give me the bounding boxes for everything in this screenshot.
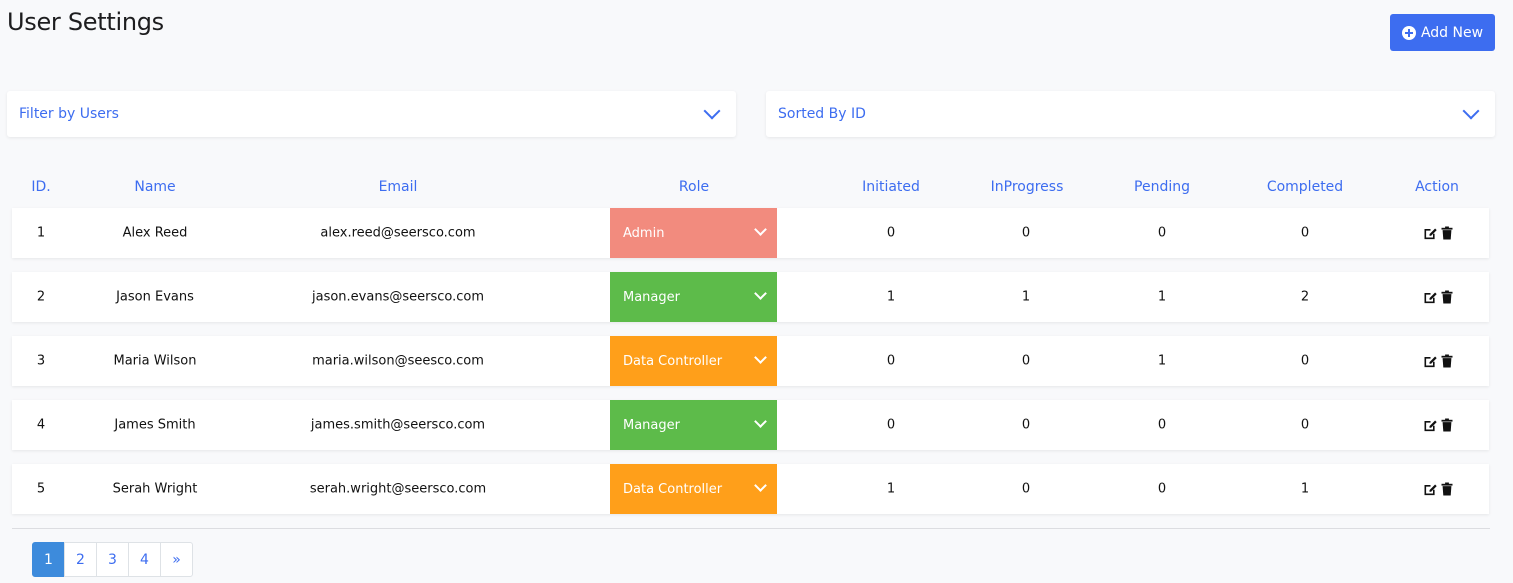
page-2-button[interactable]: 2 [64, 542, 97, 577]
chevron-down-icon [754, 287, 767, 300]
row-pending: 1 [1157, 353, 1167, 369]
chevron-down-icon [754, 351, 767, 364]
row-email: jason.evans@seersco.com [311, 289, 485, 305]
row-id: 1 [36, 225, 46, 241]
add-new-label: Add New [1420, 24, 1484, 41]
row-inprogress: 0 [1021, 225, 1031, 241]
role-select[interactable]: Manager [610, 272, 777, 322]
row-actions [1424, 418, 1453, 432]
table-row: 1 Alex Reed alex.reed@seersco.com Admin 0 0 0 0 [12, 208, 1489, 258]
row-name: Maria Wilson [113, 353, 197, 369]
pagination: 1 2 3 4 » [32, 542, 193, 577]
row-name: Serah Wright [112, 481, 198, 497]
row-pending: 0 [1157, 225, 1167, 241]
row-name: James Smith [114, 417, 196, 433]
page-3-button[interactable]: 3 [96, 542, 129, 577]
role-label: Manager [623, 417, 680, 433]
row-completed: 2 [1300, 289, 1310, 305]
column-header-pending: Pending [1134, 179, 1190, 195]
column-header-inprogress: InProgress [990, 179, 1064, 195]
row-completed: 0 [1300, 225, 1310, 241]
role-select[interactable]: Data Controller [610, 464, 777, 514]
column-header-completed: Completed [1266, 179, 1344, 195]
row-id: 3 [36, 353, 46, 369]
column-header-action: Action [1415, 179, 1459, 195]
row-inprogress: 0 [1021, 353, 1031, 369]
page-title: User Settings [7, 8, 164, 36]
row-actions [1424, 226, 1453, 240]
role-select[interactable]: Manager [610, 400, 777, 450]
column-header-role: Role [678, 179, 710, 195]
chevron-down-icon [1462, 102, 1480, 120]
page-1-button[interactable]: 1 [32, 542, 65, 577]
edit-icon[interactable] [1424, 227, 1438, 240]
row-completed: 0 [1300, 353, 1310, 369]
chevron-down-icon [703, 102, 721, 120]
trash-icon[interactable] [1441, 482, 1453, 496]
filter-by-users-dropdown[interactable]: Filter by Users [7, 91, 736, 137]
row-completed: 1 [1300, 481, 1310, 497]
column-header-id: ID. [31, 179, 51, 195]
page-4-button[interactable]: 4 [128, 542, 161, 577]
table-divider [12, 528, 1490, 529]
edit-icon[interactable] [1424, 291, 1438, 304]
add-new-button[interactable]: Add New [1390, 14, 1495, 51]
row-inprogress: 0 [1021, 417, 1031, 433]
row-email: alex.reed@seersco.com [320, 225, 476, 241]
row-initiated: 0 [886, 417, 896, 433]
role-select[interactable]: Admin [610, 208, 777, 258]
role-label: Data Controller [623, 481, 723, 497]
table-row: 3 Maria Wilson maria.wilson@seesco.com Data… [12, 336, 1489, 386]
next-page-button[interactable]: » [160, 542, 193, 577]
trash-icon[interactable] [1441, 290, 1453, 304]
sort-by-dropdown[interactable]: Sorted By ID [766, 91, 1495, 137]
filter-by-users-label: Filter by Users [19, 106, 119, 122]
row-name: Jason Evans [116, 289, 194, 305]
column-header-email: Email [378, 179, 418, 195]
row-pending: 1 [1157, 289, 1167, 305]
row-initiated: 0 [886, 225, 896, 241]
role-select[interactable]: Data Controller [610, 336, 777, 386]
edit-icon[interactable] [1424, 483, 1438, 496]
chevron-down-icon [754, 415, 767, 428]
trash-icon[interactable] [1441, 354, 1453, 368]
role-label: Admin [623, 225, 665, 241]
table-row: 5 Serah Wright serah.wright@seersco.com Dat… [12, 464, 1489, 514]
row-id: 5 [36, 481, 46, 497]
row-inprogress: 0 [1021, 481, 1031, 497]
row-actions [1424, 354, 1453, 368]
row-actions [1424, 482, 1453, 496]
row-initiated: 1 [886, 481, 896, 497]
chevron-down-icon [754, 223, 767, 236]
row-id: 4 [36, 417, 46, 433]
plus-circle-icon [1401, 25, 1416, 40]
chevron-down-icon [754, 479, 767, 492]
row-pending: 0 [1157, 417, 1167, 433]
row-inprogress: 1 [1021, 289, 1031, 305]
sort-by-label: Sorted By ID [778, 106, 866, 122]
row-id: 2 [36, 289, 46, 305]
row-pending: 0 [1157, 481, 1167, 497]
row-completed: 0 [1300, 417, 1310, 433]
row-email: serah.wright@seersco.com [309, 481, 487, 497]
column-header-name: Name [134, 179, 176, 195]
row-initiated: 1 [886, 289, 896, 305]
trash-icon[interactable] [1441, 418, 1453, 432]
row-email: james.smith@seersco.com [310, 417, 486, 433]
row-email: maria.wilson@seesco.com [312, 353, 484, 369]
table-row: 2 Jason Evans jason.evans@seersco.com Manag… [12, 272, 1489, 322]
trash-icon[interactable] [1441, 226, 1453, 240]
table-row: 4 James Smith james.smith@seersco.com Manag… [12, 400, 1489, 450]
row-initiated: 0 [886, 353, 896, 369]
edit-icon[interactable] [1424, 419, 1438, 432]
row-name: Alex Reed [122, 225, 188, 241]
role-label: Data Controller [623, 353, 723, 369]
row-actions [1424, 290, 1453, 304]
role-label: Manager [623, 289, 680, 305]
edit-icon[interactable] [1424, 355, 1438, 368]
column-header-initiated: Initiated [862, 179, 920, 195]
